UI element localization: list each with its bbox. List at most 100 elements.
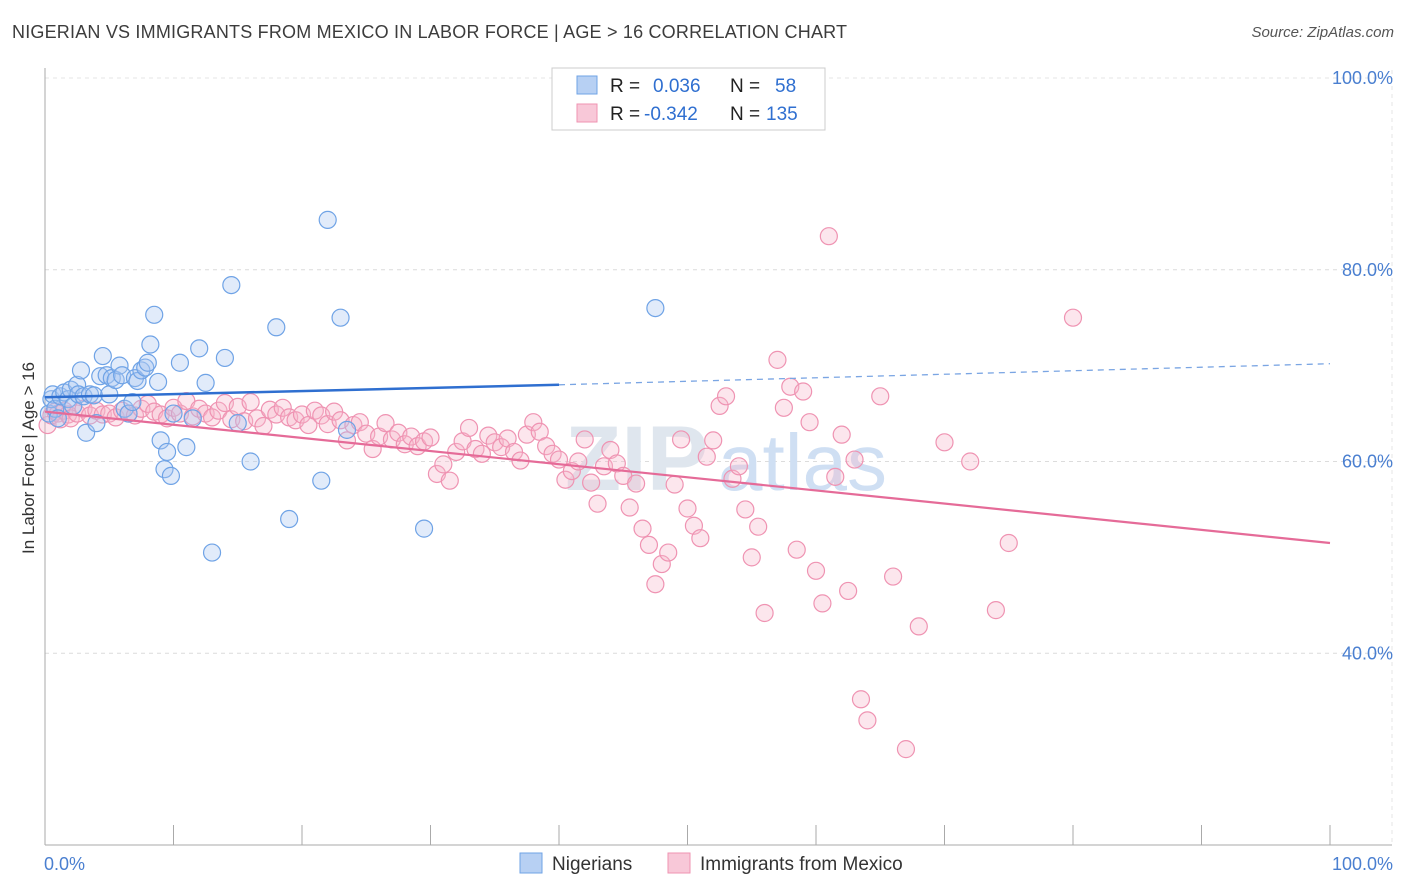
nigerians-point-57 xyxy=(337,420,357,439)
mexico-point-66 xyxy=(440,471,459,490)
nigerians-point-56 xyxy=(331,308,350,327)
mexico-point-109 xyxy=(716,387,736,406)
mexico-point-119 xyxy=(787,540,806,559)
stats-n-label-2: N = xyxy=(730,104,760,125)
nigerians-point-43 xyxy=(177,438,196,457)
mexico-point-71 xyxy=(472,444,491,463)
stats-n-value-2: 135 xyxy=(766,104,798,125)
nigerians-point-40 xyxy=(161,466,181,485)
y-tick-label-2: 80.0% xyxy=(1342,260,1393,280)
mexico-point-107 xyxy=(704,431,723,450)
nigerians-point-41 xyxy=(164,404,183,423)
mexico-point-113 xyxy=(742,548,761,567)
axes xyxy=(44,68,1392,846)
stats-r-value-2: -0.342 xyxy=(644,104,698,125)
source-label: Source: ZipAtlas.com xyxy=(1251,24,1394,41)
legend-mexico-label: Immigrants from Mexico xyxy=(700,854,903,875)
mexico-point-116 xyxy=(768,350,787,369)
y-tick-labels: 40.0% 60.0% 80.0% 100.0% xyxy=(1332,68,1393,663)
nigerians-point-12 xyxy=(71,361,91,380)
mexico-point-114 xyxy=(749,517,768,536)
gridlines xyxy=(45,70,1393,845)
mexico-point-108 xyxy=(710,396,729,415)
mexico-point-138 xyxy=(999,533,1018,553)
nigerians-point-58 xyxy=(414,519,434,538)
stats-n-value-1: 58 xyxy=(775,76,796,97)
mexico-point-136 xyxy=(961,452,980,471)
nigerians-point-36 xyxy=(148,372,168,392)
mexico-point-127 xyxy=(839,581,858,601)
nigerians-point-48 xyxy=(215,348,234,368)
mexico-point-69 xyxy=(459,418,479,438)
nigerians-point-46 xyxy=(196,373,215,392)
mexico-point-95 xyxy=(626,474,646,493)
mexico-point-112 xyxy=(736,500,755,519)
mexico-point-101 xyxy=(665,475,684,494)
mexico-point-121 xyxy=(800,413,819,432)
mexico-point-106 xyxy=(697,447,716,466)
nigerians-point-53 xyxy=(280,509,299,529)
mexico-point-97 xyxy=(639,535,659,555)
mexico-point-99 xyxy=(652,554,671,574)
series-nigerians-points xyxy=(39,210,665,562)
nigerians-point-59 xyxy=(646,299,665,318)
mexico-point-94 xyxy=(620,498,639,517)
mexico-point-137 xyxy=(986,601,1006,620)
nigerians-point-47 xyxy=(202,543,222,562)
nigerians-point-44 xyxy=(183,409,202,428)
mexico-point-88 xyxy=(582,473,601,492)
mexico-point-87 xyxy=(575,430,594,449)
nigerians-point-30 xyxy=(128,371,147,391)
nigerians-point-34 xyxy=(141,335,160,354)
nigerians-trend-solid xyxy=(44,383,560,399)
nigerians-point-33 xyxy=(138,353,157,372)
mexico-point-79 xyxy=(524,413,543,432)
legend-nigerians-label: Nigerians xyxy=(552,854,632,875)
mexico-point-135 xyxy=(935,433,954,452)
nigerians-point-51 xyxy=(241,452,260,471)
stats-n-label-1: N = xyxy=(730,76,760,97)
nigerians-point-37 xyxy=(151,431,170,450)
mexico-point-131 xyxy=(871,387,890,406)
nigerians-point-27 xyxy=(119,404,138,423)
mexico-point-96 xyxy=(633,519,652,538)
mexico-point-130 xyxy=(858,711,877,730)
mexico-point-117 xyxy=(774,398,793,417)
mexico-point-63 xyxy=(421,428,440,447)
nigerians-trend-dashed xyxy=(558,363,1331,386)
mexico-point-120 xyxy=(794,382,813,401)
legend-swatch-pink xyxy=(576,103,598,123)
nigerians-point-35 xyxy=(145,305,164,324)
mexico-point-124 xyxy=(819,227,838,246)
nigerians-point-39 xyxy=(157,442,177,462)
nigerians-point-54 xyxy=(312,471,331,490)
mexico-point-133 xyxy=(896,740,916,759)
mexico-point-126 xyxy=(832,425,851,444)
mexico-point-125 xyxy=(826,467,845,486)
nigerians-point-18 xyxy=(91,367,110,386)
mexico-point-139 xyxy=(1063,308,1083,327)
legend-mexico-swatch xyxy=(667,852,691,874)
y-axis-label: In Labor Force | Age > 16 xyxy=(19,362,38,554)
mexico-point-134 xyxy=(909,617,928,636)
nigerians-point-55 xyxy=(318,210,337,229)
nigerians-point-32 xyxy=(136,358,155,377)
series-mexico-points xyxy=(38,227,1083,759)
stats-r-value-1: 0.036 xyxy=(653,76,701,97)
stats-legend: R = 0.036 N = 58 R = -0.342 N = 135 xyxy=(551,67,826,131)
mexico-point-56 xyxy=(376,414,395,433)
mexico-point-72 xyxy=(479,426,498,445)
nigerians-point-17 xyxy=(87,414,106,433)
nigerians-point-42 xyxy=(170,353,190,372)
x-tick-label-0: 0.0% xyxy=(44,854,85,874)
mexico-trend-line xyxy=(44,410,1331,545)
stats-r-label-2: R = xyxy=(610,104,640,125)
mexico-point-40 xyxy=(273,398,292,417)
x-tick-label-1: 100.0% xyxy=(1332,854,1393,874)
nigerians-point-28 xyxy=(123,392,142,412)
trend-lines xyxy=(44,363,1331,545)
mexico-point-103 xyxy=(678,499,697,518)
mexico-point-100 xyxy=(659,543,678,562)
mexico-point-98 xyxy=(646,575,665,594)
